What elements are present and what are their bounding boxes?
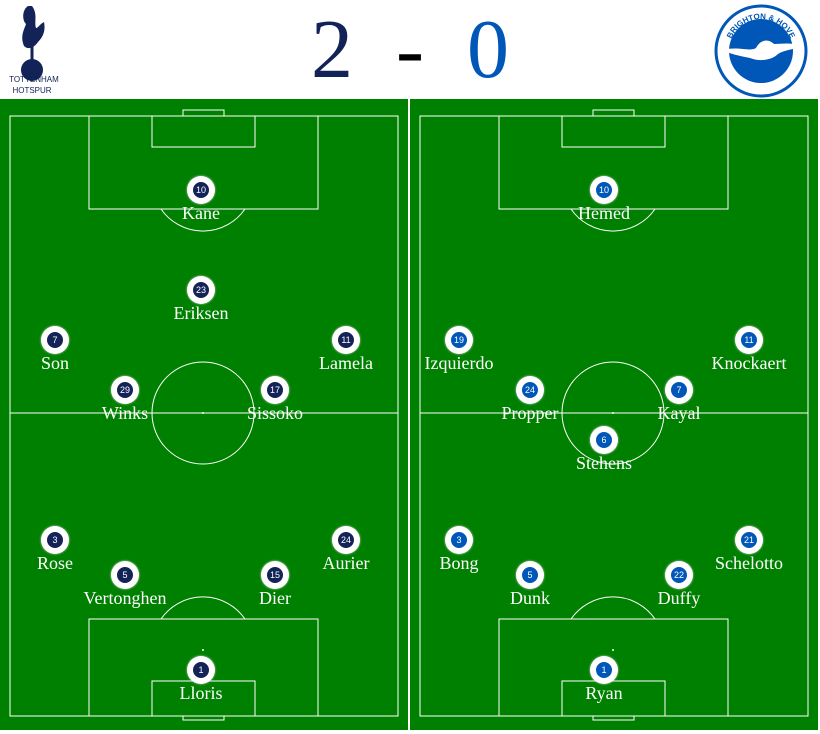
player-name: Eriksen xyxy=(173,303,229,323)
player-shirt-icon: 17 xyxy=(261,376,289,404)
player-shirt-icon: 29 xyxy=(111,376,139,404)
player-shirt-icon: 24 xyxy=(332,526,360,554)
player-number: 23 xyxy=(193,282,209,298)
player-name: Bong xyxy=(439,553,479,573)
player-shirt-icon: 23 xyxy=(187,276,215,304)
player-shirt-icon: 5 xyxy=(111,561,139,589)
player-shirt-icon: 24 xyxy=(516,376,544,404)
player-name: Dier xyxy=(259,588,291,608)
player-shirt-icon: 15 xyxy=(261,561,289,589)
player-shirt-icon: 3 xyxy=(445,526,473,554)
player-number: 3 xyxy=(47,532,63,548)
player-number: 19 xyxy=(451,332,467,348)
player-number: 7 xyxy=(671,382,687,398)
player-number: 29 xyxy=(117,382,133,398)
player-number: 22 xyxy=(671,567,687,583)
pitch-markings xyxy=(419,109,809,721)
player-shirt-icon: 1 xyxy=(187,656,215,684)
brighton-crest-logo: BRIGHTON & HOVE ALBION xyxy=(714,4,808,98)
away-pitch: 10 Hemed 19 Izquierdo 11 Knockaert 24 Propper 7 K… xyxy=(410,99,818,730)
player-number: 1 xyxy=(596,662,612,678)
player-name: Propper xyxy=(501,403,559,423)
player-name: Duffy xyxy=(657,588,701,608)
player-name: Kayal xyxy=(657,403,701,423)
player-number: 17 xyxy=(267,382,283,398)
player-number: 10 xyxy=(596,182,612,198)
player-shirt-icon: 22 xyxy=(665,561,693,589)
player-number: 3 xyxy=(451,532,467,548)
score: 2 - 0 xyxy=(0,2,820,98)
player-number: 15 xyxy=(267,567,283,583)
home-score: 2 xyxy=(311,3,353,96)
player-number: 24 xyxy=(522,382,538,398)
player-shirt-icon: 7 xyxy=(665,376,693,404)
player-name: Schelotto xyxy=(715,553,783,573)
away-score: 0 xyxy=(466,3,509,96)
scoreboard-header: TOTTENHAM HOTSPUR 2 - 0 BRIGHTON & HOVE … xyxy=(0,0,820,99)
svg-text:TOTTENHAM: TOTTENHAM xyxy=(9,75,59,84)
player-name: Aurier xyxy=(322,553,370,573)
player-shirt-icon: 19 xyxy=(445,326,473,354)
home-pitch: 10 Kane 23 Eriksen 7 Son 11 Lamela 29 Winks 17 Siss… xyxy=(0,99,408,730)
player-number: 11 xyxy=(741,332,757,348)
tottenham-crest-logo: TOTTENHAM HOTSPUR xyxy=(9,6,59,95)
player-name: Winks xyxy=(101,403,149,423)
player-name: Kane xyxy=(182,203,220,223)
player-name: Stehens xyxy=(576,453,632,473)
player-shirt-icon: 3 xyxy=(41,526,69,554)
player-shirt-icon: 5 xyxy=(516,561,544,589)
pitch-markings xyxy=(9,109,399,721)
player-shirt-icon: 1 xyxy=(590,656,618,684)
player-name: Knockaert xyxy=(711,353,787,373)
player-name: Izquierdo xyxy=(424,353,494,373)
player-number: 11 xyxy=(338,332,354,348)
player-number: 1 xyxy=(193,662,209,678)
player-number: 5 xyxy=(522,567,538,583)
player-name: Lloris xyxy=(179,683,223,703)
player-number: 10 xyxy=(193,182,209,198)
player-number: 5 xyxy=(117,567,133,583)
player-name: Son xyxy=(40,353,69,373)
player-shirt-icon: 10 xyxy=(590,176,618,204)
player-name: Lamela xyxy=(319,353,373,373)
player-number: 7 xyxy=(47,332,63,348)
player-name: Sissoko xyxy=(246,403,304,423)
player-name: Rose xyxy=(37,553,73,573)
player-name: Hemed xyxy=(578,203,630,223)
player-shirt-icon: 7 xyxy=(41,326,69,354)
player-number: 6 xyxy=(596,432,612,448)
player-shirt-icon: 6 xyxy=(590,426,618,454)
player-name: Vertonghen xyxy=(83,588,167,608)
score-separator: - xyxy=(396,3,424,96)
player-shirt-icon: 11 xyxy=(735,326,763,354)
player-shirt-icon: 11 xyxy=(332,326,360,354)
player-shirt-icon: 10 xyxy=(187,176,215,204)
player-shirt-icon: 21 xyxy=(735,526,763,554)
player-name: Dunk xyxy=(510,588,550,608)
svg-text:HOTSPUR: HOTSPUR xyxy=(12,86,51,95)
player-number: 21 xyxy=(741,532,757,548)
player-number: 24 xyxy=(338,532,354,548)
player-name: Ryan xyxy=(585,683,623,703)
svg-text:ALBION: ALBION xyxy=(745,71,776,83)
